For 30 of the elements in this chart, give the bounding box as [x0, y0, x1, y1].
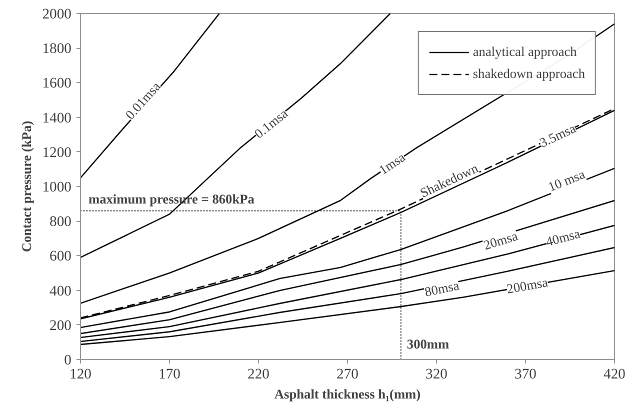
x-tick-label: 320: [426, 366, 448, 382]
x-tick-label: 270: [336, 366, 358, 382]
annotation: 10 msa: [546, 166, 588, 194]
y-tick-label: 1000: [42, 180, 72, 196]
annotation: 1msa: [376, 149, 408, 178]
ref-line-label: 300mm: [406, 336, 450, 352]
y-tick-label: 1800: [42, 41, 72, 58]
x-axis-title: Asphalt thickness h₁(mm): [274, 386, 421, 402]
annotation: 80msa: [423, 278, 460, 300]
annotation: 200msa: [506, 274, 550, 296]
y-tick-label: 400: [50, 283, 72, 300]
x-tick-label: 370: [514, 366, 536, 382]
annotation: 40msa: [544, 226, 582, 250]
y-tick-label: 0: [64, 352, 72, 368]
y-axis-title: Contact pressure (kPa): [19, 120, 34, 252]
x-tick-label: 220: [248, 366, 270, 382]
y-tick-label: 200: [50, 318, 72, 334]
y-tick-label: 2000: [42, 6, 72, 22]
x-tick-label: 120: [70, 366, 92, 382]
annotation: 20msa: [482, 228, 520, 253]
y-tick-label: 800: [50, 214, 72, 230]
x-tick-label: 420: [604, 366, 625, 382]
y-tick-label: 1200: [42, 144, 72, 161]
x-tick-label: 170: [158, 366, 180, 382]
annotation: 3.5msa: [537, 120, 578, 150]
y-tick-label: 600: [50, 248, 72, 265]
legend-label: shakedown approach: [472, 66, 585, 82]
legend-label: analytical approach: [472, 44, 577, 60]
y-tick-label: 1600: [42, 76, 72, 92]
y-tick-label: 1400: [42, 110, 72, 126]
